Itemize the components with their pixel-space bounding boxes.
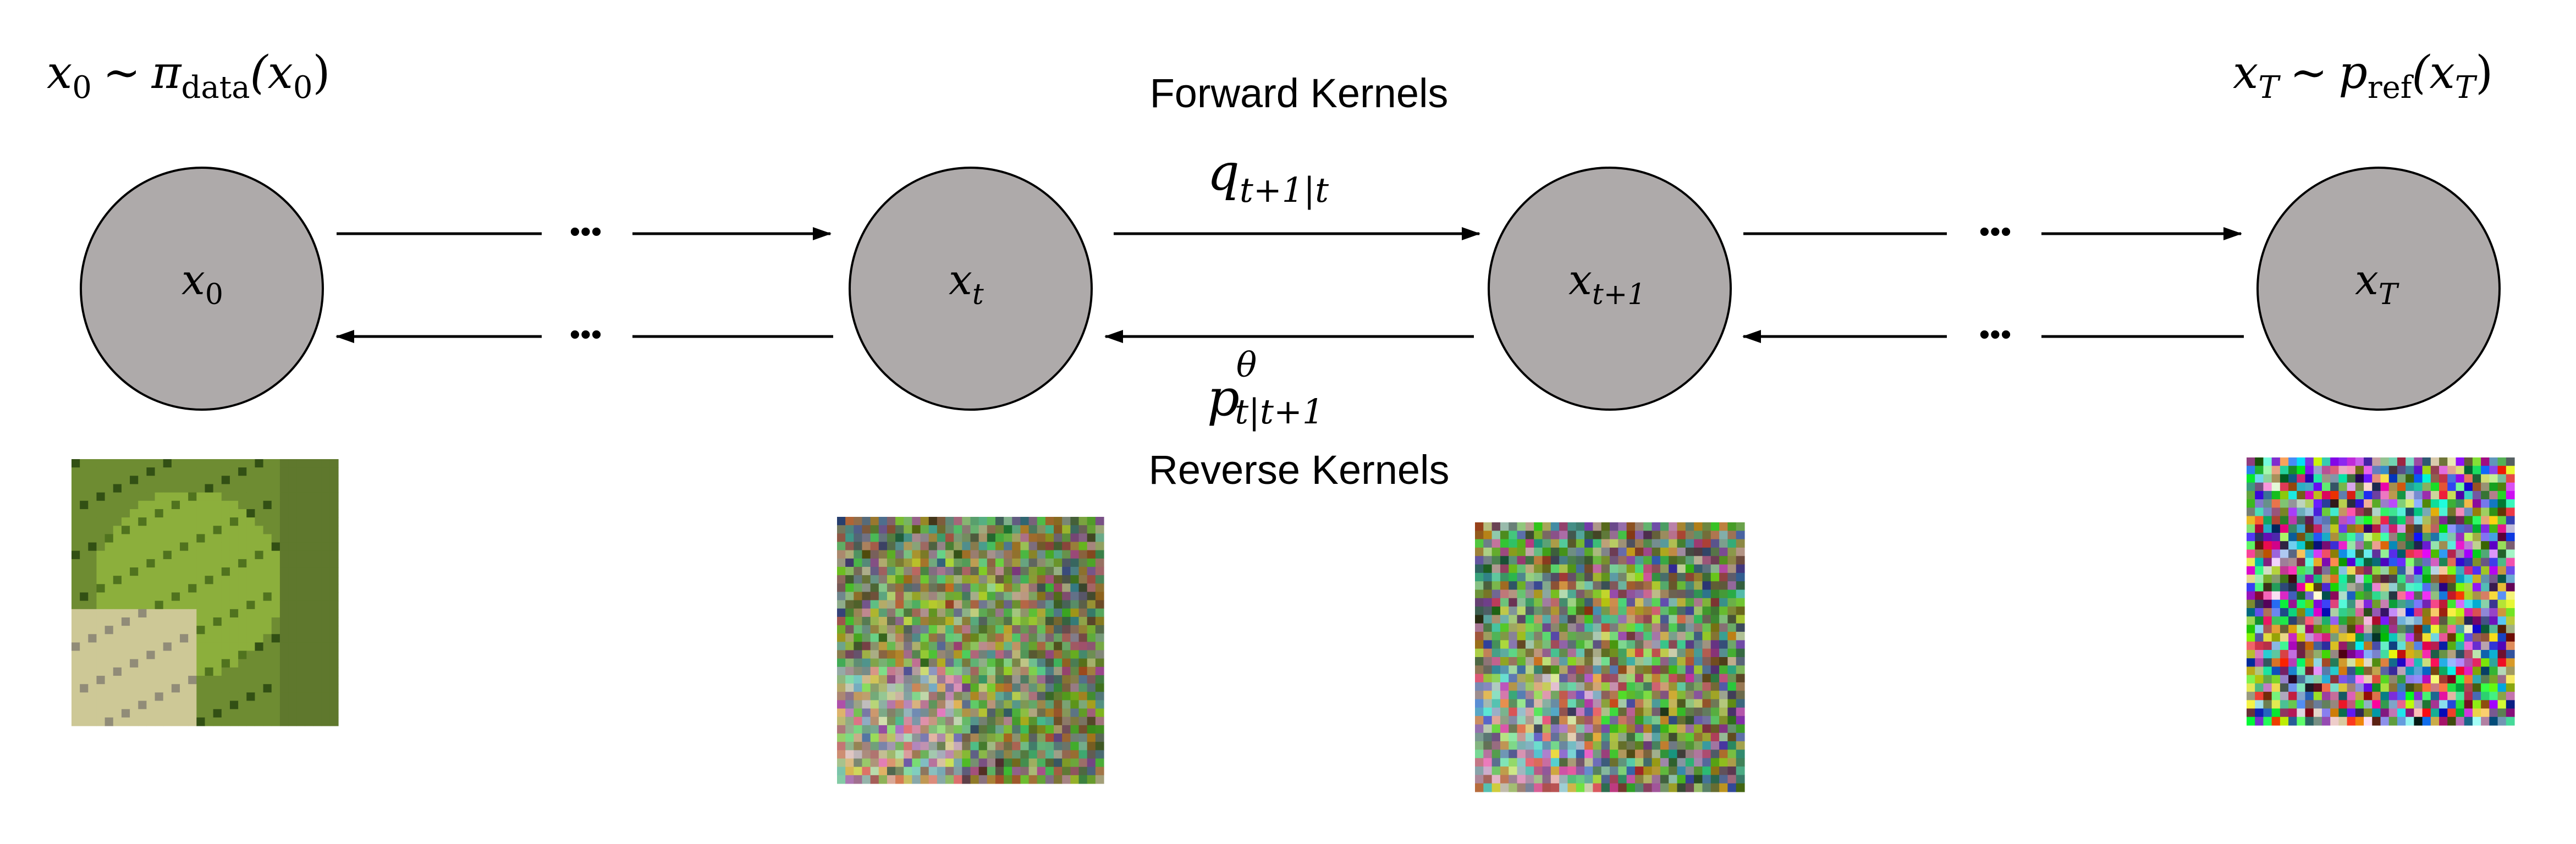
node-xt: xt: [849, 167, 1093, 411]
svg-text:xT: xT: [2355, 255, 2399, 311]
frog-image-x0: [71, 459, 339, 726]
node-x0: x0: [80, 167, 324, 411]
data-distribution-label: x0 ∼ πdata(x0): [47, 47, 331, 106]
frog-image-xt1: [1475, 522, 1745, 792]
forward-kernel-symbol: qt+1|t: [1207, 143, 1329, 210]
reverse-kernels-title: Reverse Kernels: [1148, 447, 1449, 493]
noise-image-xT: [2247, 457, 2515, 726]
forward-ellipsis-left: •••: [570, 214, 602, 249]
node-xT: xT: [2256, 167, 2501, 411]
reference-distribution-label: xT ∼ pref(xT): [2233, 47, 2493, 106]
svg-text:xt+1: xt+1: [1568, 255, 1645, 311]
reverse-ellipsis-left: •••: [570, 317, 602, 351]
reverse-kernel-symbol: pθ t|t+1: [1207, 345, 1324, 432]
frog-image-xt: [837, 517, 1104, 784]
svg-text:x0: x0: [181, 255, 223, 311]
forward-ellipsis-right: •••: [1979, 214, 2012, 249]
reverse-ellipsis-right: •••: [1979, 317, 2012, 351]
forward-kernels-title: Forward Kernels: [1150, 70, 1449, 116]
node-xt1: xt+1: [1488, 167, 1732, 411]
svg-text:xt: xt: [949, 255, 984, 311]
